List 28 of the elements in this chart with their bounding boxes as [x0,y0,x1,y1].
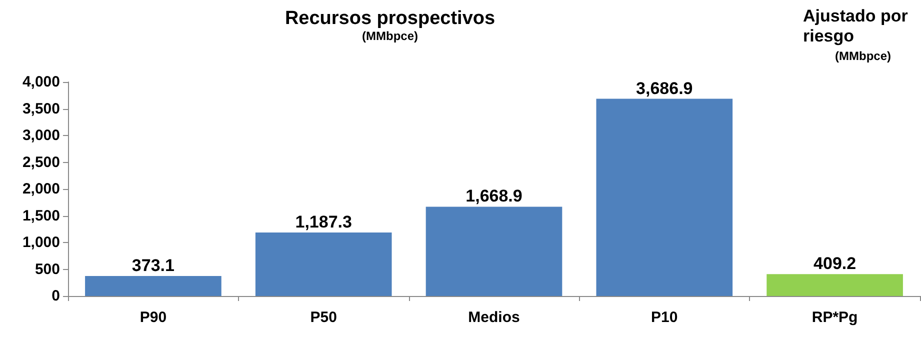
x-tick-label: P50 [310,309,337,326]
y-tick-label: 2,000 [22,180,60,198]
text: (MMbpce) [362,29,418,43]
y-tick-label: 1,500 [22,207,60,224]
data-label: 3,686.9 [636,78,693,98]
bar [426,206,562,296]
data-label: 373.1 [132,256,174,276]
bar [255,232,392,296]
y-tick-label: 3,500 [22,100,60,118]
y-tick-label: 500 [34,260,60,278]
text: Ajustado por riesgo [803,6,913,46]
bar [596,98,733,296]
bar [85,276,222,296]
chart-subtitle: (MMbpce) [835,49,892,63]
chart-title: Recursos prospectivos [284,8,496,29]
x-tick-label: Medios [468,309,520,326]
x-tick-label: P10 [651,309,678,326]
y-tick-label: 4,000 [22,74,60,90]
x-tick-label: RP*Pg [812,309,858,326]
x-tick-label: P90 [140,309,167,326]
y-tick-label: 1,000 [22,234,60,251]
data-label: 1,668.9 [466,186,522,206]
y-tick-label: 2,500 [22,154,60,171]
bar [766,274,903,296]
y-tick-label: 0 [52,288,60,304]
y-tick-label: 3,000 [22,127,60,144]
data-label: 1,187.3 [295,212,352,232]
data-label: 409.2 [814,254,856,274]
